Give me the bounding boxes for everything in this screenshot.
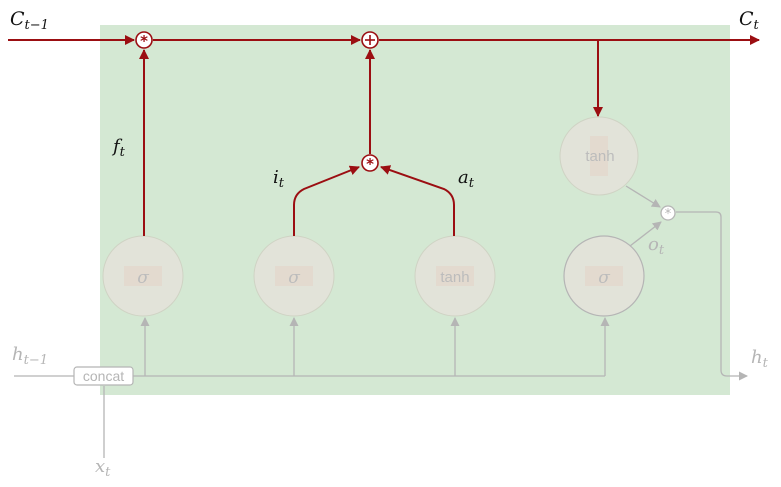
svg-text:*: * xyxy=(140,32,148,50)
forget-multiply-node: * xyxy=(135,31,153,50)
cell-out-label: Ct xyxy=(739,8,760,33)
cell-prev-label: Ct−1 xyxy=(10,8,49,33)
cell-add-node xyxy=(361,31,379,49)
candidate-gate: tanh xyxy=(414,235,496,317)
output-gate-symbol: σ xyxy=(598,268,610,288)
forget-gate: σ xyxy=(102,235,184,317)
concat-label: concat xyxy=(83,368,124,384)
hidden-prev-label: ht−1 xyxy=(12,344,48,368)
hidden-out-label: ht xyxy=(751,347,769,371)
output-multiply-node: * xyxy=(660,205,676,222)
hidden-path xyxy=(14,185,748,458)
output-gate-label: ot xyxy=(648,234,665,258)
concat-box: concat xyxy=(73,366,134,386)
cell-tanh-symbol: tanh xyxy=(585,148,614,165)
forget-gate-symbol: σ xyxy=(137,268,149,288)
candidate-label: at xyxy=(458,167,475,191)
cell-state-path xyxy=(8,35,760,236)
output-gate: σ xyxy=(563,235,645,317)
svg-text:*: * xyxy=(366,155,374,173)
input-multiply-node: * xyxy=(361,154,379,173)
input-label: xt xyxy=(95,456,111,480)
cell-tanh: tanh xyxy=(559,116,639,196)
input-gate: σ xyxy=(253,235,335,317)
input-gate-label: it xyxy=(273,167,285,191)
cell-background xyxy=(100,25,730,395)
candidate-gate-symbol: tanh xyxy=(440,269,469,286)
input-gate-symbol: σ xyxy=(288,268,300,288)
svg-text:*: * xyxy=(665,207,672,222)
